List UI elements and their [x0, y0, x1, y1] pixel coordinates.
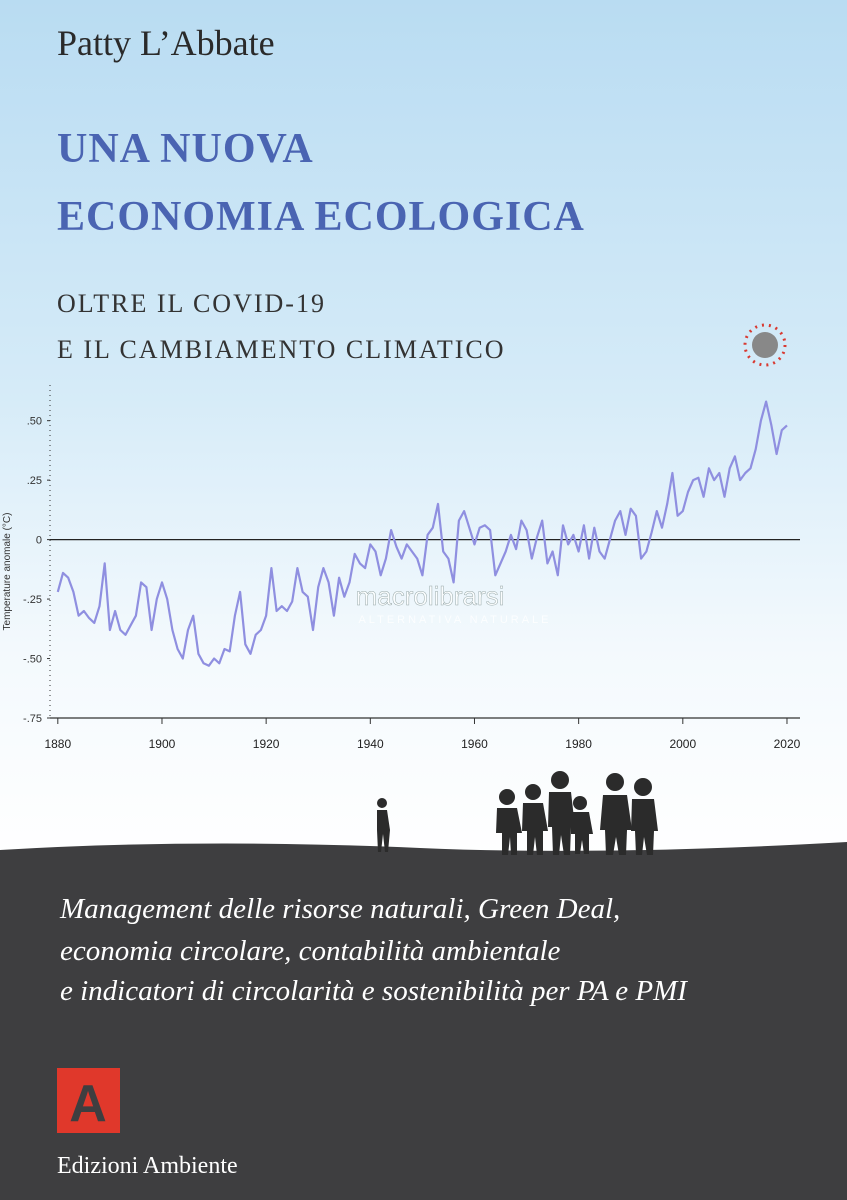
y-tick-label: -.75: [23, 713, 42, 725]
y-axis-label: Temperature anomale (°C): [2, 513, 13, 631]
author: Patty L’Abbate: [57, 23, 275, 63]
subtitle-line: E IL CAMBIAMENTO CLIMATICO: [57, 335, 506, 364]
x-tick-label: 2000: [669, 737, 696, 751]
publisher: Edizioni Ambiente: [57, 1153, 238, 1179]
x-tick-label: 2020: [774, 737, 801, 751]
description-line: Management delle risorse naturali, Green…: [59, 893, 620, 925]
y-tick-label: .50: [27, 416, 42, 428]
x-tick-label: 1980: [565, 737, 592, 751]
y-tick-label: -.25: [23, 594, 42, 606]
title-line: UNA NUOVA: [57, 126, 314, 172]
description-line: economia circolare, contabilità ambienta…: [60, 935, 561, 967]
y-tick-label: -.50: [23, 654, 42, 666]
publisher-logo-letter: A: [69, 1075, 107, 1133]
publisher-logo: [57, 1068, 120, 1133]
y-tick-label: .25: [27, 475, 42, 487]
watermark: macrolibrarsi: [356, 581, 505, 611]
description-line: e indicatori di circolarità e sostenibil…: [60, 975, 688, 1007]
watermark-subtitle: ALTERNATIVA NATURALE: [358, 614, 551, 626]
subtitle-line: OLTRE IL COVID-19: [57, 289, 326, 318]
sky-background: [0, 0, 847, 860]
title-line: ECONOMIA ECOLOGICA: [57, 194, 585, 240]
ground: [0, 842, 847, 1200]
x-tick-label: 1920: [253, 737, 280, 751]
x-tick-label: 1940: [357, 737, 384, 751]
silhouettes: [377, 771, 658, 855]
data-line: [56, 400, 788, 667]
temperature-chart: -.75 -.50 -.25 0 .25 .50 1880 1900 1920 1940 1960 1…: [2, 385, 801, 751]
virus-icon: [743, 323, 787, 367]
x-tick-label: 1900: [149, 737, 176, 751]
x-tick-label: 1880: [44, 737, 71, 751]
y-tick-label: 0: [36, 535, 42, 547]
x-tick-label: 1960: [461, 737, 488, 751]
